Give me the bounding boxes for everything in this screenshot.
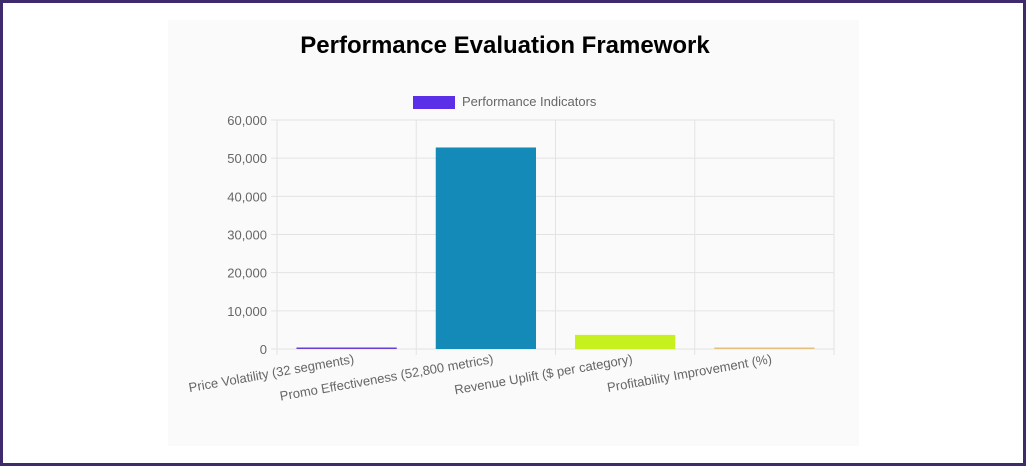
legend[interactable]: Performance Indicators [413,94,597,109]
bar[interactable] [435,147,537,349]
bars [296,147,815,350]
y-tick-label: 10,000 [227,304,267,319]
legend-swatch[interactable] [413,96,455,109]
y-tick-label: 0 [260,342,267,357]
y-axis: 0 10,000 20,000 30,000 40,000 50,000 60,000 [227,113,267,357]
grid [271,119,835,355]
y-tick-label: 20,000 [227,266,267,281]
legend-label[interactable]: Performance Indicators [462,94,597,109]
chart-title: Performance Evaluation Framework [300,32,710,59]
y-tick-label: 60,000 [227,113,267,128]
bar[interactable] [574,334,676,349]
x-axis: Price Volatility (32 segments)Promo Effe… [187,351,772,403]
y-tick-label: 50,000 [227,151,267,166]
y-tick-label: 30,000 [227,228,267,243]
y-tick-label: 40,000 [227,189,267,204]
bar[interactable] [296,347,397,350]
bar[interactable] [714,347,815,350]
